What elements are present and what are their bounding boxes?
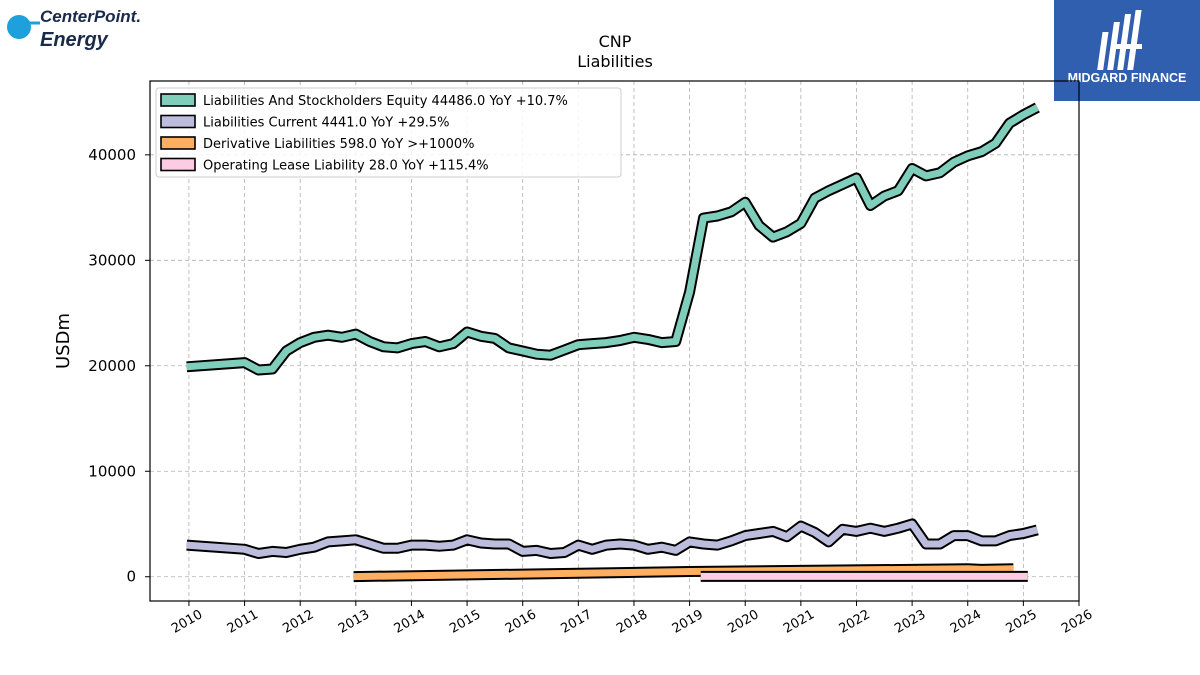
legend-swatch (160, 114, 196, 129)
series-line (186, 520, 1039, 557)
y-tick-label: 20000 (88, 357, 136, 375)
x-tick-label: 2019 (670, 607, 706, 637)
y-axis-label: USDm (53, 313, 74, 369)
series-line (186, 104, 1039, 374)
x-tick-label: 2012 (280, 607, 316, 637)
series-1 (186, 518, 1039, 559)
legend-label: Derivative Liabilities 598.0 YoY >+1000% (203, 137, 475, 152)
x-tick-label: 2013 (336, 607, 372, 637)
logo-left-line2: Energy (40, 29, 109, 51)
y-tick-label: 30000 (88, 251, 136, 269)
x-tick-label: 2016 (503, 607, 539, 637)
x-tick-label: 2010 (169, 607, 205, 637)
legend-swatch (160, 157, 196, 172)
x-tick-label: 2021 (781, 607, 817, 637)
y-tick-label: 40000 (88, 146, 136, 164)
x-tick-label: 2015 (447, 607, 483, 637)
legend-label: Liabilities And Stockholders Equity 4448… (203, 94, 568, 109)
legend-box (155, 87, 622, 178)
x-tick-label: 2020 (725, 607, 761, 637)
y-tick-label: 10000 (88, 462, 136, 480)
chart-subtitle: Liabilities (577, 52, 653, 71)
x-tick-label: 2024 (948, 607, 984, 637)
plot-frame (149, 80, 1080, 602)
midgard-logo-mark: MIDGARD FINANCE (1068, 10, 1187, 85)
legend: Liabilities And Stockholders Equity 4448… (155, 87, 622, 178)
legend-label: Operating Lease Liability 28.0 YoY +115.… (203, 159, 489, 174)
x-tick-label: 2017 (559, 607, 595, 637)
centerpoint-logo-mark: CenterPoint. Energy (7, 7, 141, 51)
x-tick-label: 2023 (892, 607, 928, 637)
x-tick-label: 2014 (392, 607, 428, 637)
series-line (353, 565, 1014, 581)
series-0 (186, 102, 1040, 376)
legend-swatch (160, 136, 196, 150)
series-2 (353, 563, 1014, 583)
logo-right-text: MIDGARD FINANCE (1068, 71, 1187, 85)
chart-title: CNP (599, 32, 632, 51)
legend-label: Liabilities Current 4441.0 YoY +29.5% (203, 116, 450, 131)
centerpoint-circle-icon (7, 15, 31, 39)
x-tick-label: 2022 (837, 607, 873, 637)
series-lines (186, 102, 1040, 583)
logo-left-line1: CenterPoint. (40, 7, 141, 26)
axis-ticks: 2010 2011 2012 2013 2014 2015 2016 2017 2018 2019… (88, 146, 1095, 637)
midgard-finance-logo: MIDGARD FINANCE (1054, 0, 1200, 101)
y-tick-label: 0 (126, 568, 136, 586)
x-tick-label: 2011 (225, 607, 261, 637)
centerpoint-energy-logo: CenterPoint. Energy (4, 4, 154, 56)
legend-swatch (160, 93, 196, 107)
midgard-emblem-icon (1097, 10, 1142, 70)
x-tick-label: 2018 (614, 607, 650, 637)
x-tick-label: 2026 (1059, 607, 1095, 637)
x-tick-label: 2025 (1004, 607, 1040, 637)
